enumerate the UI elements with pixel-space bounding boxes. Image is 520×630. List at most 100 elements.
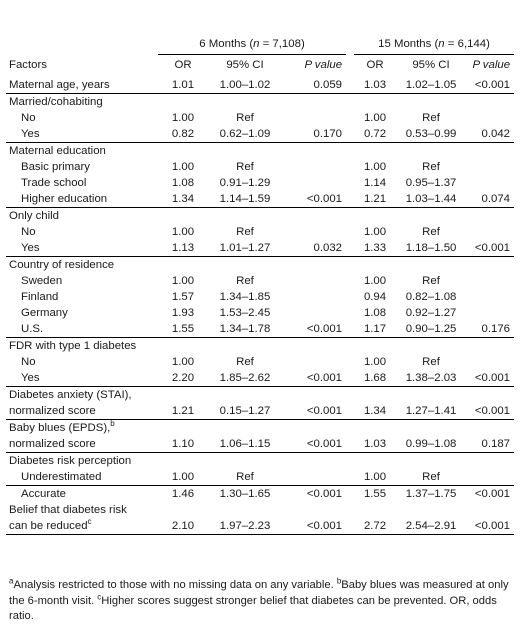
- cell-or-15: 1.33: [363, 242, 387, 254]
- cell-gap: [346, 93, 355, 110]
- cell-row-label: Underestimated: [21, 471, 102, 483]
- cell-p-6: [282, 224, 346, 240]
- table-row: Underestimated 1.00 Ref 1.00 Ref: [6, 469, 514, 486]
- cell-ci-6: [208, 256, 282, 273]
- cell-ci-15: [396, 256, 467, 273]
- table-row: Finland 1.57 1.34–1.85 0.94 0.82–1.08: [6, 289, 514, 305]
- cell-ci-15: Ref: [422, 161, 440, 173]
- table-row: Diabetes risk perception: [6, 452, 515, 469]
- cell-row-label: Country of residence: [6, 256, 158, 273]
- cell-row-label: Sweden: [21, 275, 63, 287]
- table-row: Basic primary 1.00 Ref 1.00 Ref: [6, 159, 514, 175]
- cell-p-15: [466, 110, 514, 126]
- cell-or-15: 1.34: [363, 405, 387, 417]
- cell-row-label: can be reducedc: [6, 518, 158, 535]
- cell-gap: [346, 386, 355, 403]
- cell-p-6: [282, 273, 346, 289]
- cell-or-6: 0.82: [171, 128, 195, 140]
- table-row: normalized score 1.10 1.06–1.15 <0.001 1.03 0…: [6, 436, 514, 453]
- cell-row-label: Basic primary: [21, 161, 90, 173]
- cell-p-15: 0.176: [481, 323, 511, 335]
- cell-or-15: [354, 142, 397, 159]
- table-row: Yes 1.13 1.01–1.27 0.032 1.33 1.18–1.50 <0.001: [6, 240, 514, 257]
- cell-or-6: 1.57: [171, 291, 195, 303]
- cell-or-6: 1.00: [171, 275, 195, 287]
- cell-p-6: <0.001: [282, 485, 347, 502]
- cell-or-6: [158, 207, 208, 224]
- table-row: Yes 2.20 1.85–2.62 <0.001 1.68 1.38–2.03 <0.00…: [6, 370, 514, 387]
- cell-gap: [346, 142, 355, 159]
- cell-p-15: [466, 452, 515, 469]
- cell-row-label: Married/cohabiting: [6, 93, 158, 110]
- cell-ci-15: 1.02–1.05: [405, 79, 457, 91]
- cell-ci-6: [208, 207, 282, 224]
- table-row: Baby blues (EPDS),b: [6, 419, 515, 436]
- cell-gap: [346, 110, 354, 126]
- table-row: normalized score 1.21 0.15–1.27 <0.001 1.34 1…: [6, 403, 514, 420]
- cell-p-6: [282, 305, 346, 321]
- cell-or-15: [354, 386, 397, 403]
- cell-p-6: <0.001: [306, 372, 343, 384]
- cell-ci-6: Ref: [236, 226, 254, 238]
- cell-p-15: [466, 305, 514, 321]
- cell-ci-15: [396, 452, 467, 469]
- cell-ci-15: Ref: [422, 112, 440, 124]
- cell-row-label: Yes: [21, 242, 40, 254]
- header-ci-15: 95% CI: [412, 59, 450, 71]
- cell-or-15: 1.08: [363, 307, 387, 319]
- cell-p-15: 0.187: [481, 438, 511, 450]
- table-row: Maternal age, years 1.01 1.00–1.02 0.059 1.0…: [6, 75, 514, 94]
- cell-ci-15: 0.82–1.08: [405, 291, 457, 303]
- header-6-months-n: (n = 7,108): [249, 38, 305, 50]
- header-p-15: P value: [472, 59, 511, 71]
- cell-ci-15: 2.54–2.91: [396, 518, 467, 535]
- cell-row-label: Belief that diabetes risk: [9, 504, 127, 516]
- cell-p-6: [282, 337, 347, 354]
- cell-p-6: [282, 289, 346, 305]
- cell-ci-6: [208, 337, 282, 354]
- cell-p-6: <0.001: [306, 438, 343, 450]
- cell-or-15: [354, 452, 397, 469]
- cell-gap: [346, 126, 354, 143]
- cell-gap: [346, 452, 355, 469]
- cell-gap: [346, 224, 354, 240]
- cell-row-label: Higher education: [21, 193, 108, 205]
- cell-ci-6: 1.85–2.62: [219, 372, 271, 384]
- cell-p-15: <0.001: [474, 372, 511, 384]
- cell-or-6: 1.00: [171, 226, 195, 238]
- cell-or-15: 0.94: [363, 291, 387, 303]
- cell-gap: [346, 502, 354, 518]
- cell-p-6: [282, 354, 346, 370]
- cell-ci-15: [396, 337, 467, 354]
- cell-ci-6: Ref: [236, 471, 254, 483]
- cell-row-label: Diabetes risk perception: [6, 452, 158, 469]
- cell-p-6: 0.170: [313, 128, 343, 140]
- cell-gap: [346, 159, 354, 175]
- cell-p-15: [466, 469, 514, 486]
- cell-p-15: <0.001: [474, 242, 511, 254]
- cell-or-6: [158, 386, 208, 403]
- cell-ci-15: [396, 502, 466, 518]
- cell-row-label: Only child: [6, 207, 158, 224]
- cell-row-label: Accurate: [6, 485, 158, 502]
- table-row: No 1.00 Ref 1.00 Ref: [6, 110, 514, 126]
- cell-or-15: 1.00: [363, 161, 387, 173]
- table-row: FDR with type 1 diabetes: [6, 337, 515, 354]
- cell-or-6: 1.00: [171, 471, 195, 483]
- cell-or-6: [158, 419, 208, 436]
- cell-ci-15: 1.38–2.03: [405, 372, 457, 384]
- cell-or-6: [158, 337, 208, 354]
- table-row: Higher education 1.34 1.14–1.59 <0.001 1.21 1…: [6, 191, 514, 208]
- table-row: U.S. 1.55 1.34–1.78 <0.001 1.17 0.90–1.25 0.17…: [6, 321, 514, 338]
- cell-p-6: [282, 159, 346, 175]
- cell-or-15: 1.00: [363, 471, 387, 483]
- cell-gap: [346, 436, 354, 453]
- cell-ci-15: 1.27–1.41: [405, 405, 457, 417]
- cell-p-15: [466, 93, 515, 110]
- table-row: Accurate 1.46 1.30–1.65 <0.001 1.55 1.37–1.75…: [6, 485, 515, 502]
- cell-gap: [346, 289, 354, 305]
- cell-or-15: 1.03: [363, 79, 387, 91]
- header-15-months: 15 Months (n = 6,144): [354, 34, 515, 55]
- cell-or-6: 1.46: [158, 485, 208, 502]
- cell-p-15: <0.001: [474, 405, 511, 417]
